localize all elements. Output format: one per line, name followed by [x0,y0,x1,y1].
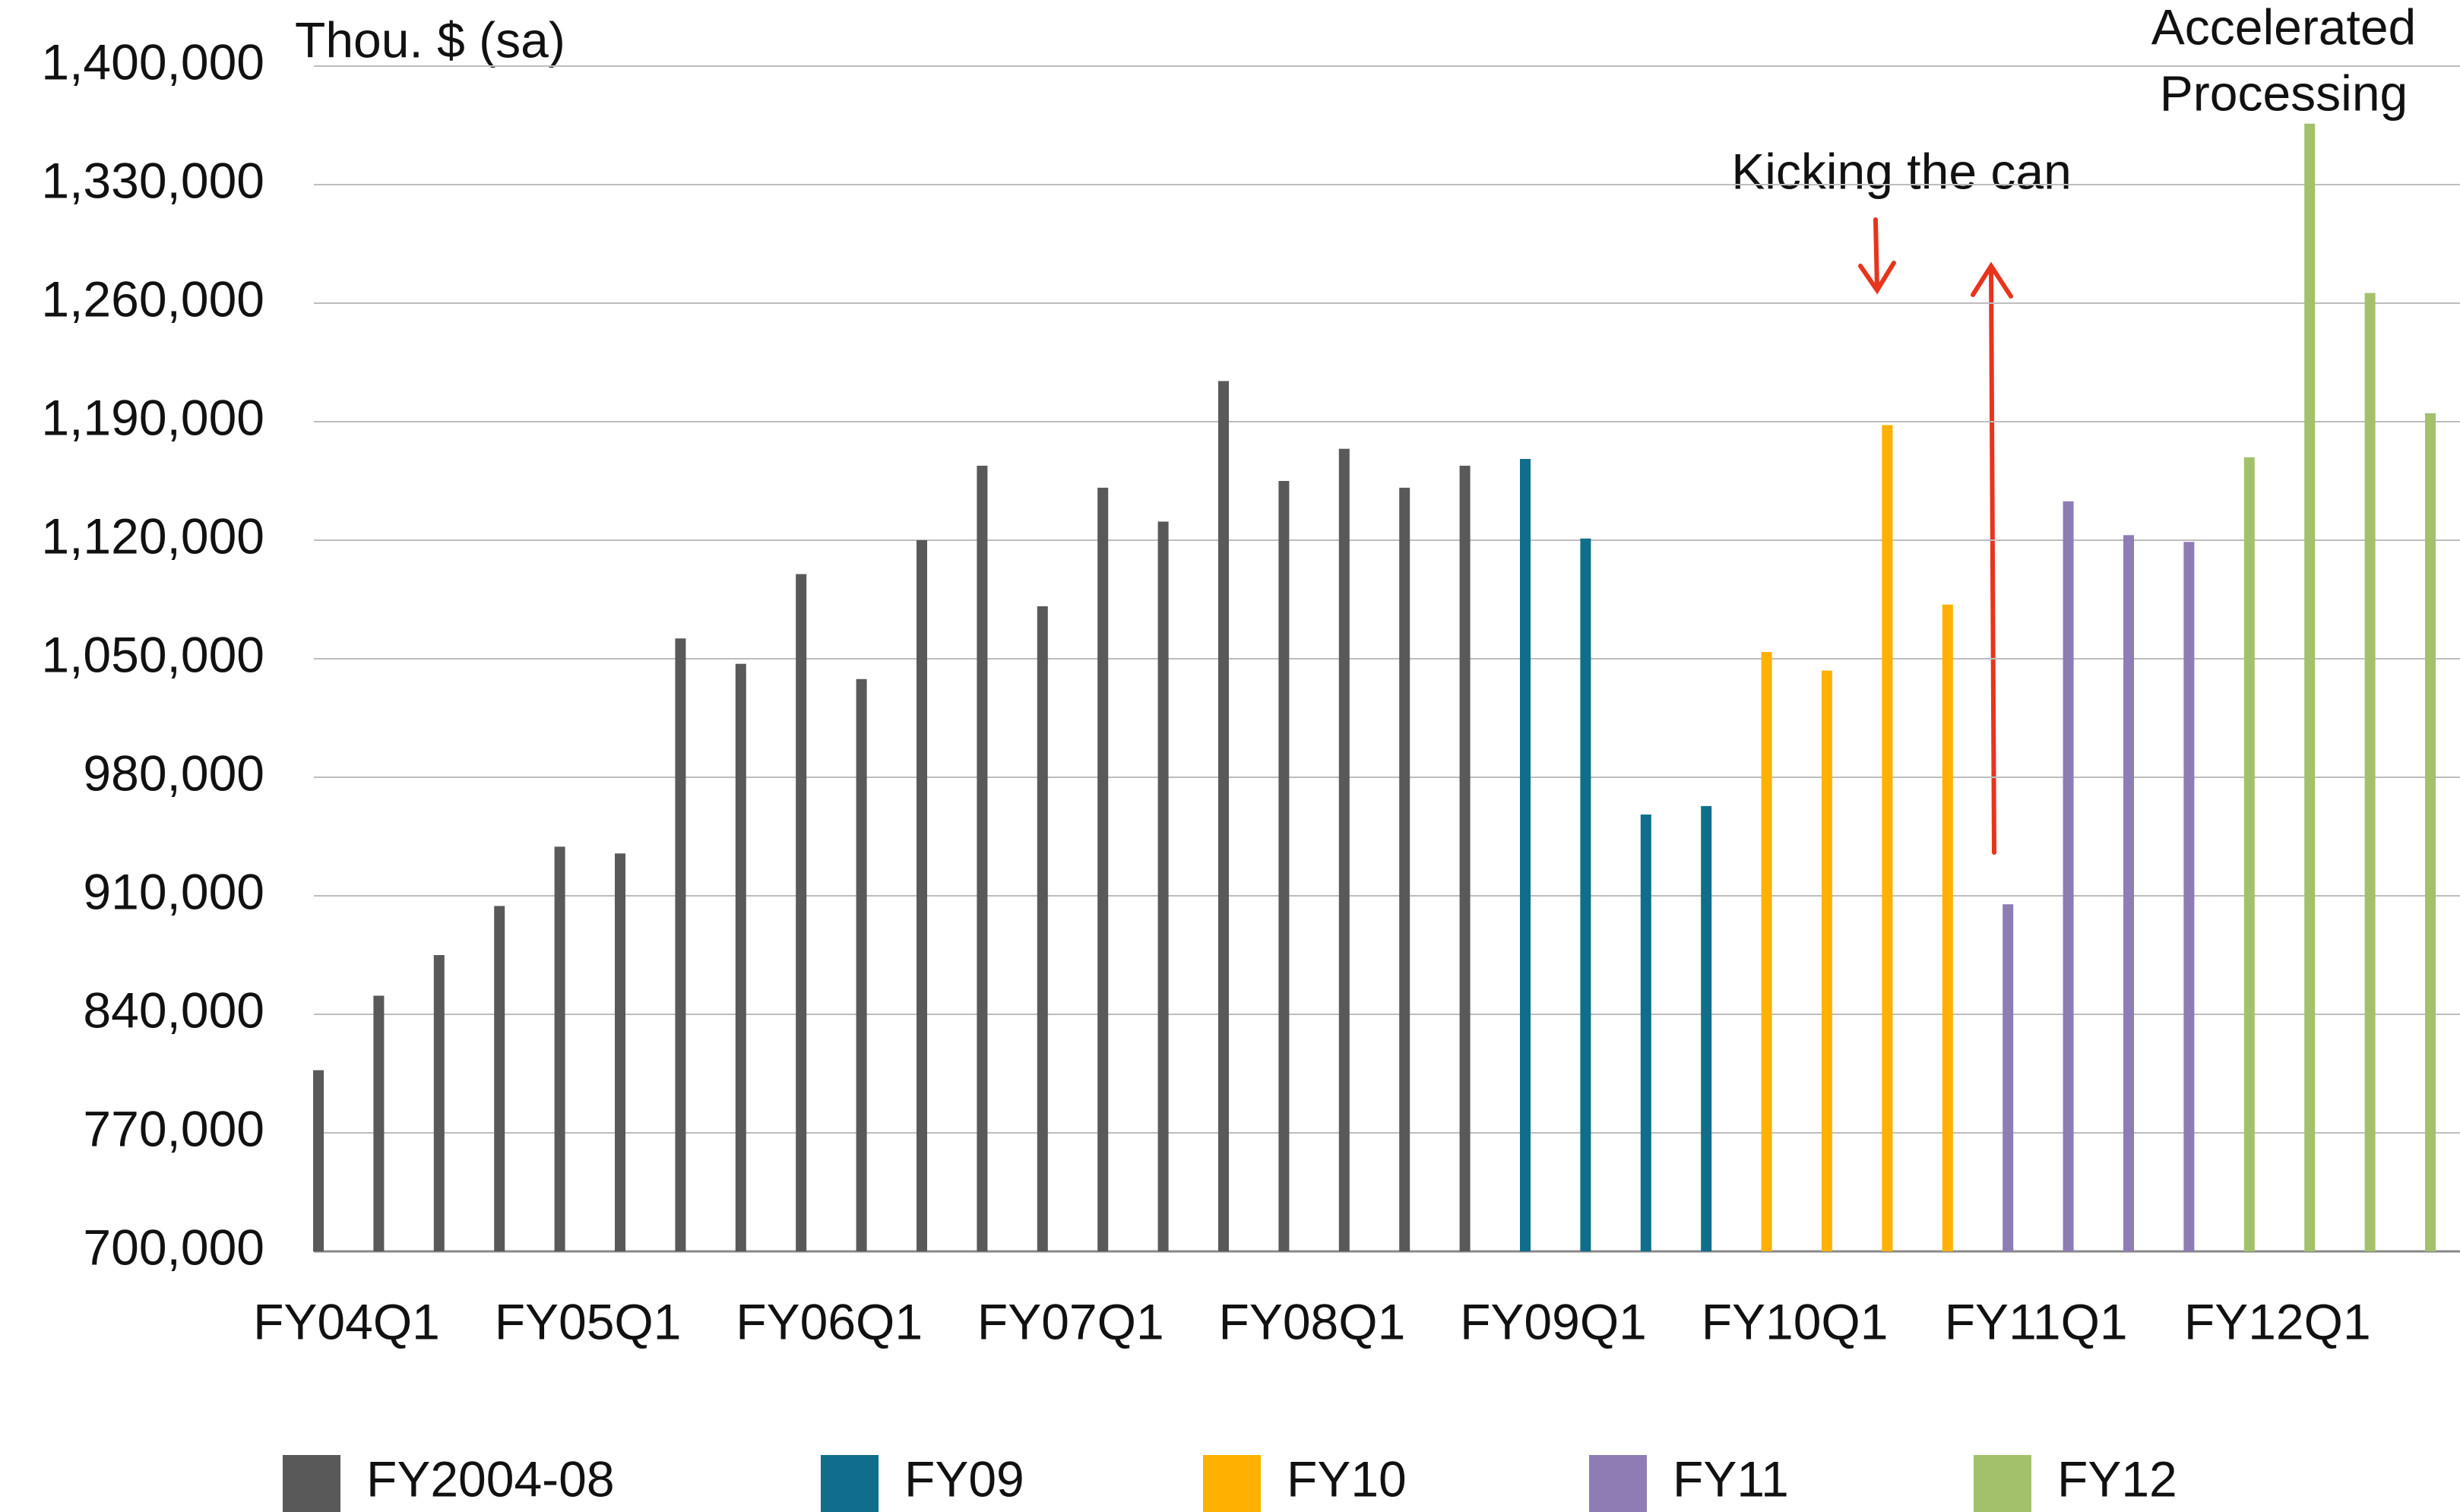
bar [313,1070,324,1251]
bar [1459,465,1471,1251]
bar [735,663,746,1251]
bar [1761,652,1772,1251]
y-tick-label: 910,000 [83,863,264,919]
arrow-down [1858,217,1896,295]
bar [2003,904,2014,1251]
bar [1037,606,1048,1251]
bar [2304,123,2316,1251]
x-tick-label: FY08Q1 [1219,1293,1406,1349]
bar [1822,670,1832,1251]
bar [796,574,807,1251]
x-tick-label: FY05Q1 [495,1293,682,1349]
legend-swatch [1974,1455,2031,1512]
legend-label: FY2004-08 [366,1450,615,1507]
bar [1580,538,1591,1251]
bar [1942,604,1953,1251]
y-tick-label: 770,000 [83,1100,264,1156]
bar [373,995,385,1251]
bar [856,679,867,1251]
bar [2243,457,2255,1251]
y-tick-label: 700,000 [83,1219,264,1275]
bar [917,540,927,1251]
y-tick-label: 980,000 [83,745,264,801]
y-tick-label: 1,190,000 [41,389,264,445]
y-tick-label: 1,400,000 [41,33,264,90]
x-tick-label: FY07Q1 [977,1293,1164,1349]
y-tick-label: 1,260,000 [41,270,264,327]
y-tick-label: 1,050,000 [41,626,264,682]
x-tick-label: FY09Q1 [1460,1293,1647,1349]
annotation: Kicking the can [1731,143,2072,199]
y-axis-label: Thou. $ (sa) [295,11,565,68]
bar [2063,501,2074,1251]
bar [1157,521,1169,1251]
bar [2183,542,2195,1251]
bar [2425,413,2436,1251]
bar [675,638,686,1251]
legend-swatch [283,1455,340,1512]
x-tick-label: FY04Q1 [253,1293,440,1349]
bar [554,846,565,1251]
bar [1097,487,1109,1251]
bar [494,906,505,1251]
annotation: Accelerated [2151,0,2417,55]
bar [433,955,445,1251]
bar [1701,805,1712,1251]
bar [1218,381,1229,1251]
bar [1640,815,1651,1251]
bar [1338,448,1350,1251]
legend-label: FY09 [904,1450,1024,1507]
y-tick-label: 840,000 [83,982,264,1038]
annotation: Processing [2160,65,2408,121]
arrow-up [1971,261,2013,855]
legend-swatch [821,1455,879,1512]
bar [977,465,988,1251]
x-tick-label: FY11Q1 [1945,1293,2128,1349]
bar [1520,459,1531,1251]
legend-label: FY11 [1673,1450,1789,1507]
bar [2123,535,2134,1251]
y-tick-label: 1,330,000 [41,152,264,208]
x-tick-label: FY12Q1 [2184,1293,2371,1349]
legend-swatch [1589,1455,1647,1512]
bar [2364,293,2376,1252]
bar [1278,481,1290,1251]
bar [1882,425,1893,1251]
bar [1399,487,1410,1251]
bar [615,853,625,1251]
x-tick-label: FY10Q1 [1702,1293,1889,1349]
y-tick-label: 1,120,000 [41,508,264,564]
x-tick-label: FY06Q1 [736,1293,923,1349]
arrows [1858,217,2013,855]
legend-swatch [1203,1455,1261,1512]
legend-label: FY10 [1287,1450,1407,1507]
legend-label: FY12 [2057,1450,2177,1507]
